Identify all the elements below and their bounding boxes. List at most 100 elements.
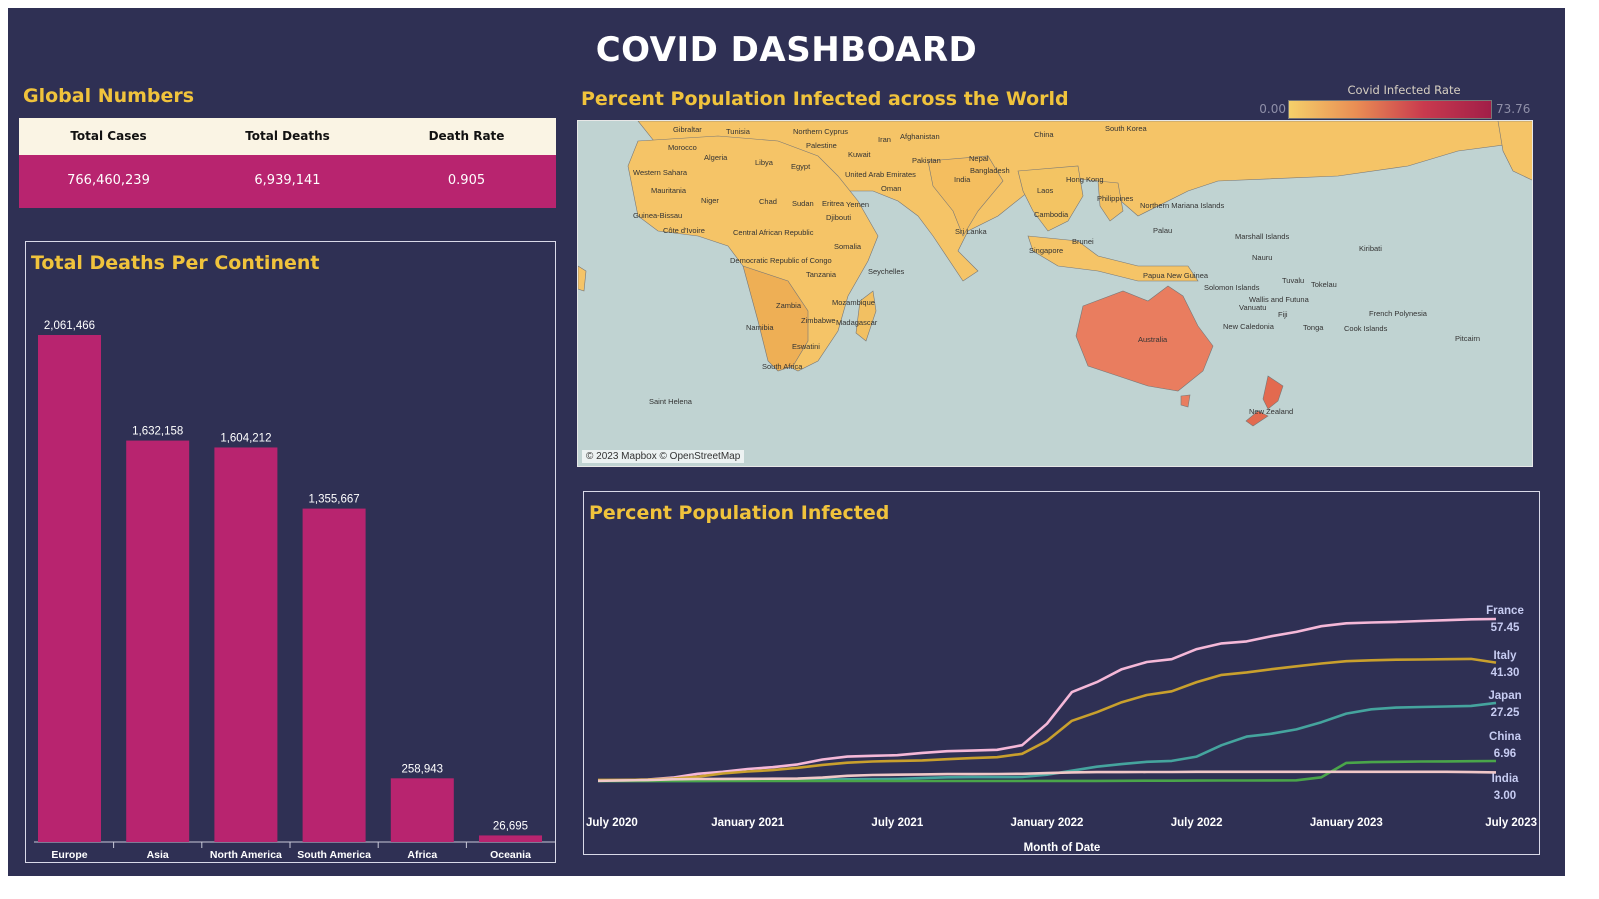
global-numbers-table: Total Cases Total Deaths Death Rate 766,… [19, 118, 556, 208]
map-label-chad: Chad [759, 197, 777, 206]
map-label-gibraltar: Gibraltar [673, 125, 702, 134]
map-label-cook-islands: Cook Islands [1344, 324, 1388, 333]
x-tick-label-january-2021: January 2021 [711, 817, 784, 829]
x-axis-title: Month of Date [1024, 842, 1101, 854]
world-map-canvas[interactable]: Gibraltar Tunisia Northern Cyprus Afghanist… [578, 121, 1533, 467]
land-indonesia [1027, 235, 1199, 282]
map-label-united-arab-emirates: United Arab Emirates [845, 170, 916, 179]
deaths-per-continent-panel: Total Deaths Per Continent 2,061,466 Euro… [25, 241, 556, 863]
bar-chart: 2,061,466 Europe 1,632,158 Asia 1,604,212 Nor… [34, 320, 555, 861]
series-end-value-china: 6.96 [1494, 748, 1516, 760]
land-masses [578, 121, 1532, 427]
land-americas-edge [1497, 121, 1532, 181]
map-label-niger: Niger [701, 196, 719, 205]
bar-europe[interactable] [38, 335, 101, 842]
bar-oceania[interactable] [479, 835, 542, 842]
map-label-new-caledonia: New Caledonia [1223, 322, 1275, 331]
series-name-label-china: China [1489, 731, 1522, 743]
map-label-libya: Libya [755, 158, 774, 167]
bar-south-america[interactable] [302, 508, 366, 842]
x-tick-label-january-2023: January 2023 [1310, 817, 1383, 829]
map-label-papua-new-guinea: Papua New Guinea [1143, 271, 1209, 280]
land-africa [627, 135, 879, 372]
land-left-edge [578, 265, 587, 292]
map-title: Percent Population Infected across the W… [581, 88, 1069, 110]
bar-value-label-asia: 1,632,158 [132, 426, 183, 438]
map-label-egypt: Egypt [791, 162, 811, 171]
map-label-tokelau: Tokelau [1311, 280, 1337, 289]
map-label-nepal: Nepal [969, 154, 989, 163]
x-tick-label-july-2022: July 2022 [1171, 817, 1223, 829]
bar-north-america[interactable] [214, 447, 278, 842]
bar-value-label-south-america: 1,355,667 [309, 494, 360, 506]
bar-value-label-europe: 2,061,466 [44, 320, 95, 332]
kpi-value-death-rate: 0.905 [447, 173, 486, 188]
bar-asia[interactable] [126, 440, 190, 842]
series-name-label-india: India [1492, 773, 1519, 785]
kpi-header-total-cases: Total Cases [70, 129, 147, 143]
bar-chart-title: Total Deaths Per Continent [31, 252, 320, 274]
map-label-australia: Australia [1138, 335, 1168, 344]
series-end-value-france: 57.45 [1491, 622, 1520, 634]
bar-category-label-europe: Europe [51, 849, 87, 861]
map-label-french-polynesia: French Polynesia [1369, 309, 1428, 318]
map-label-somalia: Somalia [834, 242, 862, 251]
map-label-afghanistan: Afghanistan [900, 132, 940, 141]
map-label-kiribati: Kiribati [1359, 244, 1382, 253]
global-numbers-title: Global Numbers [23, 85, 195, 107]
percent-infected-panel: Percent Population Infected July 2020 Jan… [583, 491, 1540, 855]
map-label-wallis-and-futuna: Wallis and Futuna [1249, 295, 1310, 304]
map-label-south-korea: South Korea [1105, 124, 1148, 133]
map-label-tanzania: Tanzania [806, 270, 837, 279]
bar-value-label-africa: 258,943 [402, 763, 444, 775]
land-australia [1075, 285, 1214, 392]
map-label-eritrea: Eritrea [822, 199, 845, 208]
map-label-tonga: Tonga [1303, 323, 1324, 332]
map-label-hong-kong: Hong Kong [1066, 175, 1104, 184]
bar-value-label-north-america: 1,604,212 [220, 432, 271, 444]
bar-category-label-africa: Africa [407, 849, 437, 861]
map-legend: Covid Infected Rate 0.00 73.76 [1259, 81, 1543, 126]
world-map[interactable]: Gibraltar Tunisia Northern Cyprus Afghanist… [577, 120, 1533, 467]
map-label-sri-lanka: Sri Lanka [955, 227, 988, 236]
map-label-tuvalu: Tuvalu [1282, 276, 1304, 285]
bar-africa[interactable] [390, 778, 454, 842]
map-attribution[interactable]: © 2023 Mapbox © OpenStreetMap [582, 450, 745, 463]
map-label-mozambique: Mozambique [832, 298, 875, 307]
map-label-northern-cyprus: Northern Cyprus [793, 127, 848, 136]
line-chart: July 2020 January 2021 July 2021 January 20… [586, 605, 1537, 854]
kpi-header-death-rate: Death Rate [428, 129, 505, 143]
map-label-cambodia: Cambodia [1034, 210, 1069, 219]
bar-category-label-asia: Asia [147, 849, 169, 861]
series-line-india[interactable] [597, 770, 1497, 783]
land-tasmania [1180, 394, 1191, 408]
x-tick-label-july-2023: July 2023 [1485, 817, 1537, 829]
map-label-bangladesh: Bangladesh [970, 166, 1010, 175]
series-line-china[interactable] [598, 759, 1497, 783]
map-labels: Gibraltar Tunisia Northern Cyprus Afghanist… [633, 124, 1480, 416]
dashboard: COVID DASHBOARD Global Numbers Total Cas… [8, 8, 1565, 876]
map-label-tunisia: Tunisia [726, 127, 751, 136]
bar-category-label-north-america: North America [210, 849, 282, 861]
map-label-northern-mariana-islands: Northern Mariana Islands [1140, 201, 1224, 210]
map-label-singapore: Singapore [1029, 246, 1063, 255]
map-label-india: India [954, 175, 971, 184]
map-legend-title: Covid Infected Rate [1347, 83, 1461, 97]
map-label-western-sahara: Western Sahara [633, 168, 688, 177]
series-name-label-italy: Italy [1493, 650, 1517, 662]
x-tick-label-july-2021: July 2021 [871, 817, 923, 829]
map-label-guinea-bissau: Guinea-Bissau [633, 211, 682, 220]
map-label-nauru: Nauru [1252, 253, 1272, 262]
map-label-south-africa: South Africa [762, 362, 803, 371]
map-legend-gradient[interactable] [1288, 100, 1492, 119]
kpi-header-row: Total Cases Total Deaths Death Rate [19, 118, 556, 155]
kpi-value-row: 766,460,239 6,939,141 0.905 [19, 155, 556, 208]
series-line-italy[interactable] [598, 657, 1497, 782]
map-label-zimbabwe: Zimbabwe [801, 316, 836, 325]
land-philippines [1097, 180, 1124, 222]
map-label-central-african-republic: Central African Republic [733, 228, 814, 237]
map-label-c-te-d-ivoire: Côte d'Ivoire [663, 226, 705, 235]
series-end-value-japan: 27.25 [1491, 707, 1520, 719]
map-legend-min: 0.00 [1259, 102, 1286, 116]
series-line-france[interactable] [597, 617, 1497, 782]
